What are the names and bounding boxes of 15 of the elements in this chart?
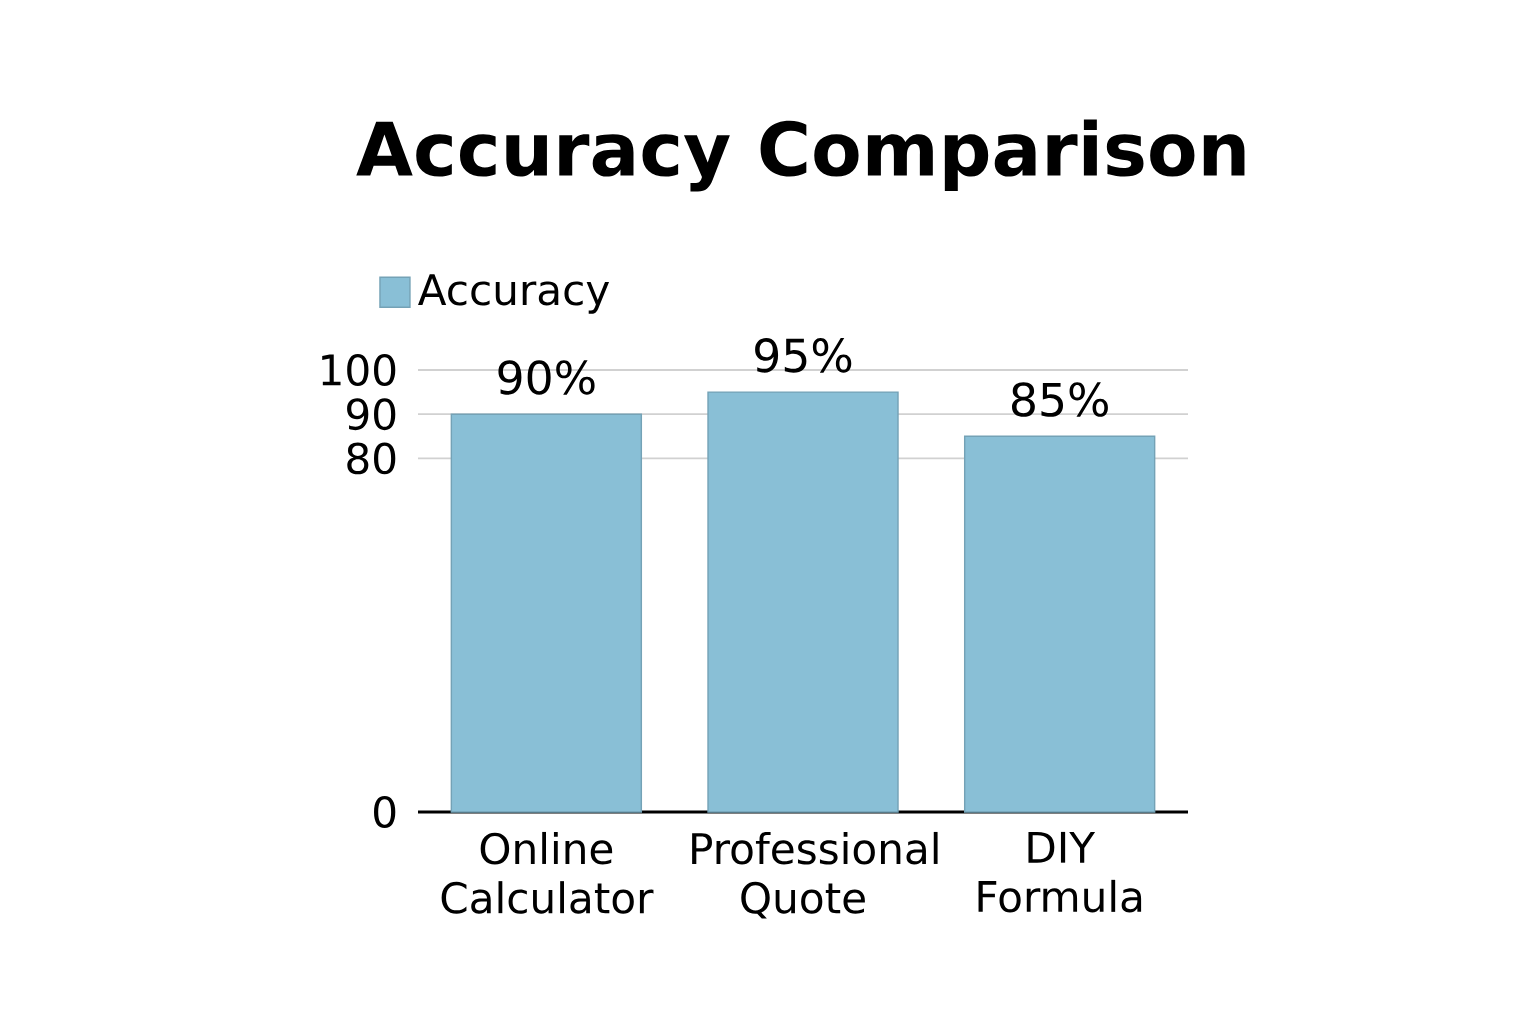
bar [963,435,1156,813]
x-tick-label: DIY Formula [978,831,1142,913]
data-label: 85% [1011,382,1108,417]
x-tick-label: Online Calculator [441,831,654,914]
y-tick-label: 100 [322,354,396,386]
bar [450,413,643,813]
data-label: 95% [755,338,852,373]
y-tick-label: 80 [347,442,396,475]
chart-title: Accuracy Comparison [356,119,1245,192]
bar [707,391,899,813]
y-tick-label: 90 [347,398,396,431]
data-label: 90% [498,360,595,395]
legend-label: Accuracy [418,274,610,314]
y-tick-label: 0 [374,796,396,828]
x-tick-label: Professional Quote [692,831,938,919]
